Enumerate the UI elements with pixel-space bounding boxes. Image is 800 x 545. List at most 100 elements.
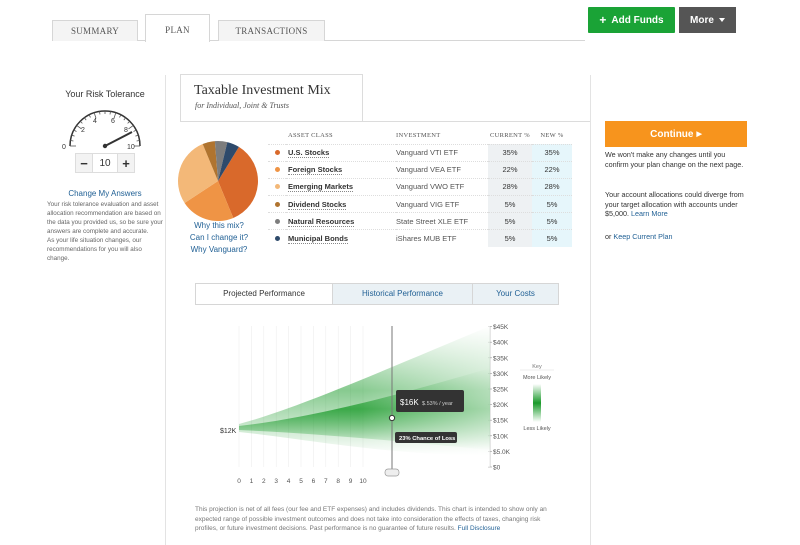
y-tick-label: $0 (493, 465, 501, 472)
y-tick-label: $30K (493, 371, 509, 378)
allocation-note-text: Your account allocations could diverge f… (605, 190, 744, 219)
learn-more-link[interactable]: Learn More (630, 209, 668, 219)
row-color-dot (268, 195, 286, 213)
full-disclosure-link[interactable]: Full Disclosure (457, 525, 501, 532)
mix-header: Taxable Investment Mix for Individual, J… (180, 74, 363, 122)
asset-class-name[interactable]: U.S. Stocks (288, 148, 330, 159)
current-percent-cell: 5% (488, 229, 532, 248)
key-more-likely: More Likely (523, 375, 551, 381)
asset-class-name[interactable]: Natural Resources (288, 216, 355, 227)
table-row: Natural Resources State Street XLE ETF 5% 5… (268, 212, 572, 230)
change-answers-link[interactable]: Change My Answers (68, 189, 142, 198)
current-percent-cell: 5% (488, 195, 532, 213)
asset-color-icon (274, 236, 280, 242)
tab-your-costs[interactable]: Your Costs (472, 284, 558, 304)
increase-risk-button[interactable]: + (117, 153, 135, 173)
gauge-tick-label: 4 (93, 118, 97, 125)
gauge-tick-label: 2 (81, 127, 85, 134)
pie-slice[interactable] (184, 181, 234, 221)
asset-class-name[interactable]: Foreign Stocks (288, 165, 343, 176)
asset-class-name[interactable]: Emerging Markets (288, 182, 354, 193)
asset-class-cell[interactable]: Natural Resources (286, 212, 396, 230)
chart-key: Key More Likely Less Likely (520, 364, 554, 432)
pie-slice[interactable] (218, 142, 239, 181)
asset-color-icon (274, 167, 280, 173)
start-value-label: $12K (220, 428, 237, 435)
asset-class-cell[interactable]: Foreign Stocks (286, 160, 396, 179)
allocation-table: ASSET CLASS INVESTMENT CURRENT % NEW % U… (268, 127, 572, 248)
row-color-dot (268, 229, 286, 248)
y-tick-label: $20K (493, 402, 509, 409)
keep-current-plan-link[interactable]: Keep Current Plan (613, 232, 673, 241)
median-point (388, 414, 396, 422)
tab-transactions[interactable]: TRANSACTIONS (218, 20, 325, 41)
new-percent-cell: 5% (532, 212, 572, 230)
col-new: NEW % (540, 131, 564, 139)
asset-class-name[interactable]: Municipal Bonds (288, 234, 348, 245)
tab-historical-performance[interactable]: Historical Performance (332, 284, 472, 304)
pie-slice[interactable] (214, 141, 228, 181)
pie-slice[interactable] (178, 144, 218, 203)
asset-class-cell[interactable]: U.S. Stocks (286, 143, 396, 162)
asset-color-icon (274, 184, 280, 190)
row-color-dot (268, 160, 286, 179)
why-this-mix-link[interactable]: Why this mix? (194, 221, 244, 230)
top-tab-bar: SUMMARY PLAN TRANSACTIONS (52, 14, 585, 42)
pie-slice[interactable] (202, 141, 218, 181)
asset-color-icon (274, 150, 280, 156)
tooltip-rate: $.53% / year (422, 401, 453, 407)
y-tick-label: $40K (493, 340, 509, 347)
x-tick-label: 5 (299, 478, 303, 485)
asset-class-cell[interactable]: Dividend Stocks (286, 195, 396, 213)
asset-class-cell[interactable]: Emerging Markets (286, 177, 396, 196)
y-tick-label: $25K (493, 387, 509, 394)
pie-slice[interactable] (218, 146, 258, 218)
col-asset-class: ASSET CLASS (288, 131, 333, 139)
projection-disclaimer: This projection is net of all fees (our … (195, 505, 560, 534)
x-tick-label: 3 (274, 478, 278, 485)
current-percent-cell: 22% (488, 160, 532, 179)
decrease-risk-button[interactable]: − (75, 153, 93, 173)
asset-class-cell[interactable]: Municipal Bonds (286, 229, 396, 248)
add-funds-button[interactable]: + Add Funds (588, 7, 675, 33)
risk-gauge: 0 2 4 6 8 10 (62, 110, 141, 151)
keep-plan-line: or Keep Current Plan (605, 232, 750, 242)
risk-stepper: − 10 + (75, 153, 135, 173)
more-label: More (690, 14, 714, 26)
tab-summary[interactable]: SUMMARY (52, 20, 138, 41)
gauge-tick-label: 8 (124, 127, 128, 134)
tab-projected-performance[interactable]: Projected Performance (196, 284, 332, 304)
col-investment: INVESTMENT (396, 131, 441, 139)
asset-class-name[interactable]: Dividend Stocks (288, 199, 347, 210)
row-color-dot (268, 177, 286, 196)
tooltip-value: $16K (400, 398, 419, 407)
asset-color-icon (274, 201, 280, 207)
why-vanguard-link[interactable]: Why Vanguard? (190, 245, 248, 254)
current-percent-cell: 28% (488, 177, 532, 196)
risk-description: Your risk tolerance evaluation and asset… (47, 200, 164, 263)
more-button[interactable]: More (679, 7, 736, 33)
x-tick-label: 8 (336, 478, 340, 485)
new-percent-cell: 22% (532, 160, 572, 179)
year-slider-handle[interactable] (384, 468, 400, 477)
x-tick-label: 4 (287, 478, 291, 485)
x-tick-label: 0 (237, 478, 241, 485)
new-percent-cell: 5% (532, 195, 572, 213)
gauge-tick-label: 10 (127, 144, 135, 151)
x-tick-label: 9 (349, 478, 353, 485)
can-i-change-link[interactable]: Can I change it? (189, 233, 249, 242)
row-color-dot (268, 212, 286, 230)
investment-cell: State Street XLE ETF (396, 212, 488, 230)
add-funds-label: Add Funds (611, 14, 664, 26)
y-tick-label: $45K (493, 324, 509, 331)
tab-plan[interactable]: PLAN (145, 14, 210, 42)
right-divider (590, 75, 591, 545)
risk-tolerance-title: Your Risk Tolerance (65, 89, 145, 99)
allocation-pie (178, 141, 258, 221)
continue-button[interactable]: Continue ▶ (605, 121, 747, 147)
risk-value[interactable]: 10 (93, 153, 117, 173)
investment-cell: Vanguard VEA ETF (396, 160, 488, 179)
risk-desc-text: Your risk tolerance evaluation and asset… (47, 201, 163, 235)
col-current: CURRENT % (490, 131, 530, 139)
x-tick-label: 10 (359, 478, 367, 485)
